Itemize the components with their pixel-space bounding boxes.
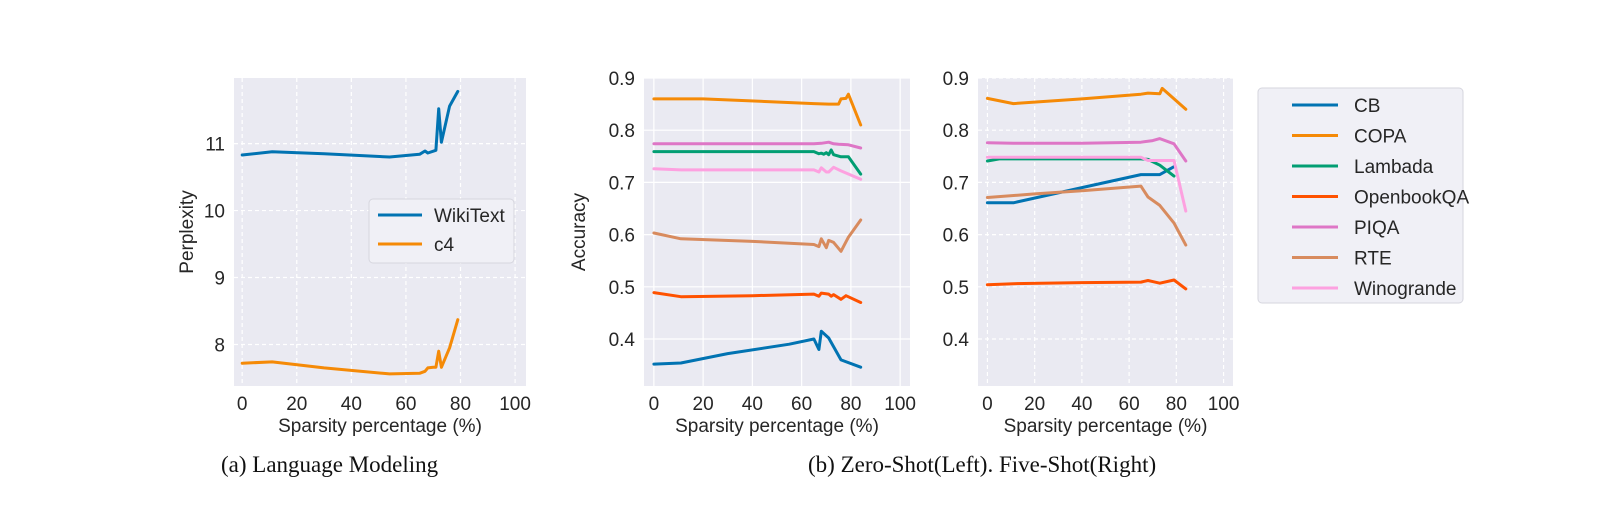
- y-tick-label: 0.7: [943, 173, 969, 194]
- legend-label: Winogrande: [1354, 279, 1456, 300]
- plot-area: [978, 78, 1233, 386]
- series-line-cb: [652, 329, 863, 369]
- x-tick-label: 40: [742, 394, 763, 415]
- series-line-winogrande: [652, 165, 863, 181]
- y-tick-label: 0.9: [943, 69, 969, 90]
- series-line-piqa: [652, 140, 863, 150]
- series-line-cb: [985, 165, 1176, 205]
- y-tick-label: 0.8: [943, 121, 969, 142]
- x-tick-label: 60: [1119, 394, 1140, 415]
- legend-label: PIQA: [1354, 218, 1400, 239]
- legend-label: WikiText: [434, 206, 505, 227]
- legend-label: RTE: [1354, 249, 1392, 270]
- legend-tasks: CB COPA Lambada OpenbookQA PIQA RTE Winogrande: [1257, 87, 1469, 304]
- legend-label: CB: [1354, 96, 1380, 117]
- caption-zero-five-shot: (b) Zero-Shot(Left). Five-Shot(Right): [808, 452, 1157, 477]
- y-tick-label: 0.4: [943, 330, 970, 351]
- x-tick-label: 0: [982, 394, 993, 415]
- x-tick-label: 20: [1024, 394, 1045, 415]
- series-line-copa: [652, 92, 863, 127]
- chart-five-shot: 0 20 40 60 80 100 0.4 0.5 0.6 0.7 0.8 0.9 Sparsity p…: [943, 69, 1240, 437]
- x-axis-label: Sparsity percentage (%): [675, 416, 879, 437]
- x-tick-label: 80: [450, 394, 471, 415]
- y-tick-label: 11: [205, 135, 225, 156]
- x-tick-label: 20: [286, 394, 307, 415]
- series-line-c4: [240, 318, 460, 376]
- series-line-copa: [985, 86, 1188, 111]
- plot-area: [644, 78, 910, 386]
- x-tick-label: 0: [237, 394, 248, 415]
- x-tick-label: 100: [884, 394, 916, 415]
- x-axis-label: Sparsity percentage (%): [278, 416, 482, 437]
- x-tick-label: 40: [341, 394, 362, 415]
- x-tick-label: 60: [791, 394, 812, 415]
- series-line-openbookqa: [985, 278, 1188, 291]
- x-tick-label: 100: [499, 394, 531, 415]
- y-tick-label: 0.9: [609, 69, 635, 90]
- chart-zero-shot: 0 20 40 60 80 100 0.4 0.5 0.6 0.7 0.8 0.9 Sparsity p…: [569, 69, 916, 437]
- y-tick-label: 10: [204, 202, 225, 223]
- x-tick-label: 100: [1208, 394, 1240, 415]
- legend-label: OpenbookQA: [1354, 188, 1469, 209]
- y-tick-label: 8: [214, 335, 225, 356]
- legend-label: COPA: [1354, 127, 1407, 148]
- x-tick-label: 60: [395, 394, 416, 415]
- series-line-piqa: [985, 137, 1188, 163]
- caption-language-modeling: (a) Language Modeling: [221, 452, 439, 477]
- y-tick-label: 0.8: [609, 121, 635, 142]
- legend-label: c4: [434, 235, 455, 256]
- series-line-lambada: [652, 148, 863, 176]
- y-tick-label: 9: [214, 269, 225, 290]
- y-tick-label: 0.7: [609, 173, 635, 194]
- y-tick-label: 0.5: [609, 278, 635, 299]
- legend-label: Lambada: [1354, 157, 1434, 178]
- series-line-openbookqa: [652, 291, 863, 304]
- x-tick-label: 20: [693, 394, 714, 415]
- x-tick-label: 80: [1166, 394, 1187, 415]
- x-tick-label: 0: [649, 394, 660, 415]
- legend-perplexity: WikiText c4: [368, 198, 515, 264]
- y-tick-label: 0.6: [943, 226, 969, 247]
- y-tick-label: 0.6: [609, 226, 635, 247]
- chart-language-modeling: 0 20 40 60 80 100 8 9 10 11 Sparsity percentage (%…: [177, 78, 531, 437]
- y-tick-label: 0.5: [943, 278, 969, 299]
- series-line-rte: [652, 218, 863, 253]
- series-line-wikitext: [240, 89, 460, 159]
- series-line-rte: [985, 184, 1188, 247]
- y-axis-label: Accuracy: [569, 192, 590, 271]
- x-tick-label: 80: [840, 394, 861, 415]
- legend-box: [1257, 87, 1464, 304]
- x-tick-label: 40: [1071, 394, 1092, 415]
- x-axis-label: Sparsity percentage (%): [1004, 416, 1208, 437]
- y-axis-label: Perplexity: [177, 190, 198, 274]
- series-line-winogrande: [985, 155, 1188, 213]
- y-tick-label: 0.4: [609, 330, 636, 351]
